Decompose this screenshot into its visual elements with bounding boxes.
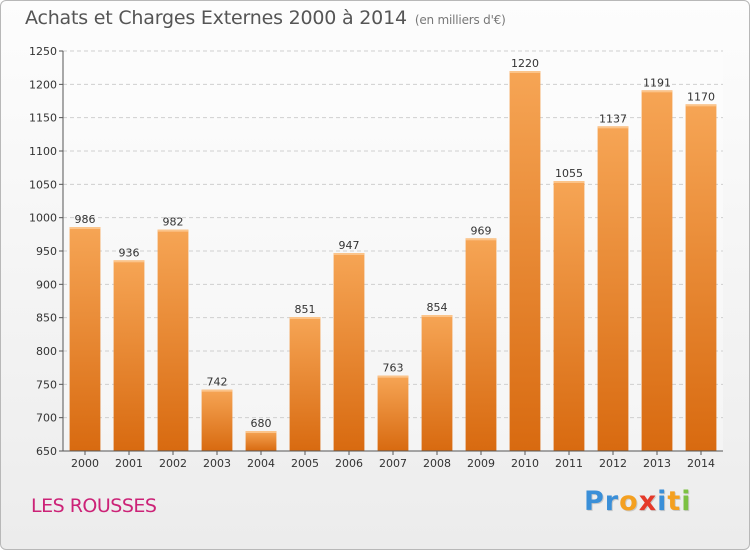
bar-2008 bbox=[421, 315, 453, 451]
data-label: 986 bbox=[75, 213, 96, 226]
bar-highlight bbox=[245, 431, 277, 433]
x-tick-label: 2004 bbox=[247, 457, 275, 470]
x-tick-label: 2012 bbox=[599, 457, 627, 470]
bar-highlight bbox=[157, 229, 189, 232]
data-label: 1191 bbox=[643, 76, 671, 89]
bar-highlight bbox=[597, 126, 629, 129]
y-tick-label: 950 bbox=[36, 245, 57, 258]
bar-highlight bbox=[465, 238, 497, 241]
x-tick-label: 2008 bbox=[423, 457, 451, 470]
data-label: 854 bbox=[427, 301, 448, 314]
bar-2003 bbox=[201, 389, 233, 451]
chart-title: Achats et Charges Externes 2000 à 2014 (e… bbox=[25, 7, 506, 29]
logo-letter: x bbox=[638, 486, 658, 517]
logo-letter: o bbox=[619, 486, 639, 517]
data-label: 947 bbox=[339, 239, 360, 252]
x-tick-label: 2013 bbox=[643, 457, 671, 470]
bar-highlight bbox=[553, 181, 585, 183]
x-tick-label: 2001 bbox=[115, 457, 143, 470]
bar-2012 bbox=[597, 126, 629, 451]
bar-highlight bbox=[685, 104, 717, 107]
bar-highlight bbox=[641, 90, 673, 93]
axes: 650 700 750 800 850 900 950 1000 1050 1100 1150 120… bbox=[29, 45, 723, 470]
data-label: 680 bbox=[251, 417, 272, 430]
x-tick-label: 2006 bbox=[335, 457, 363, 470]
x-tick-label: 2014 bbox=[687, 457, 715, 470]
data-label: 969 bbox=[471, 224, 492, 237]
logo-letter: i bbox=[657, 486, 668, 517]
x-tick-label: 2000 bbox=[71, 457, 99, 470]
x-tick-label: 2010 bbox=[511, 457, 539, 470]
logo-letter: i bbox=[681, 486, 692, 517]
bar-highlight bbox=[289, 317, 321, 319]
bar-2011 bbox=[553, 181, 585, 451]
bar-highlight bbox=[333, 253, 365, 255]
bar-2002 bbox=[157, 229, 189, 451]
y-tick-label: 1150 bbox=[29, 112, 57, 125]
y-tick-label: 800 bbox=[36, 345, 57, 358]
y-tick-label: 900 bbox=[36, 278, 57, 291]
x-tick-label: 2011 bbox=[555, 457, 583, 470]
bar-2001 bbox=[113, 260, 145, 451]
chart-title-text: Achats et Charges Externes 2000 à 2014 bbox=[25, 7, 407, 29]
logo-letter: P bbox=[584, 486, 605, 517]
y-tick-label: 1100 bbox=[29, 145, 57, 158]
bar-2005 bbox=[289, 317, 321, 451]
bar-highlight bbox=[421, 315, 453, 317]
x-tick-label: 2007 bbox=[379, 457, 407, 470]
data-label: 1220 bbox=[511, 57, 539, 70]
location-name: LES ROUSSES bbox=[31, 495, 157, 517]
data-label: 1137 bbox=[599, 112, 627, 125]
bar-2014 bbox=[685, 104, 717, 451]
chart-subtitle: (en milliers d'€) bbox=[414, 13, 506, 27]
bar-highlight bbox=[509, 71, 541, 73]
y-tick-label: 1200 bbox=[29, 78, 57, 91]
bar-2010 bbox=[509, 71, 541, 451]
data-label: 936 bbox=[119, 246, 140, 259]
bar-highlight bbox=[113, 260, 145, 263]
y-tick-label: 850 bbox=[36, 312, 57, 325]
y-tick-label: 1250 bbox=[29, 45, 57, 58]
bar-2006 bbox=[333, 253, 365, 451]
data-label: 1055 bbox=[555, 167, 583, 180]
bars: 986 936 982 742 680 851 947 763 854 969 1220 1055 11… bbox=[69, 57, 717, 451]
data-label: 982 bbox=[163, 216, 184, 229]
y-tick-label: 1050 bbox=[29, 178, 57, 191]
bar-2004 bbox=[245, 431, 277, 451]
x-tick-label: 2005 bbox=[291, 457, 319, 470]
data-label: 763 bbox=[383, 362, 404, 375]
y-tick-label: 1000 bbox=[29, 212, 57, 225]
bar-2009 bbox=[465, 238, 497, 451]
x-tick-label: 2002 bbox=[159, 457, 187, 470]
bar-2013 bbox=[641, 90, 673, 451]
x-tick-label: 2003 bbox=[203, 457, 231, 470]
bar-highlight bbox=[201, 389, 233, 392]
data-label: 1170 bbox=[687, 90, 715, 103]
y-tick-label: 650 bbox=[36, 445, 57, 458]
data-label: 851 bbox=[295, 303, 316, 316]
y-tick-label: 750 bbox=[36, 378, 57, 391]
data-label: 742 bbox=[207, 376, 228, 389]
y-tick-label: 700 bbox=[36, 412, 57, 425]
proxiti-logo: Proxiti bbox=[584, 486, 692, 517]
logo-letter: t bbox=[667, 486, 682, 517]
bar-2000 bbox=[69, 227, 101, 451]
logo-letter: r bbox=[604, 486, 620, 517]
x-tick-label: 2009 bbox=[467, 457, 495, 470]
bar-highlight bbox=[69, 227, 101, 229]
bar-highlight bbox=[377, 375, 409, 378]
bar-2007 bbox=[377, 375, 409, 451]
